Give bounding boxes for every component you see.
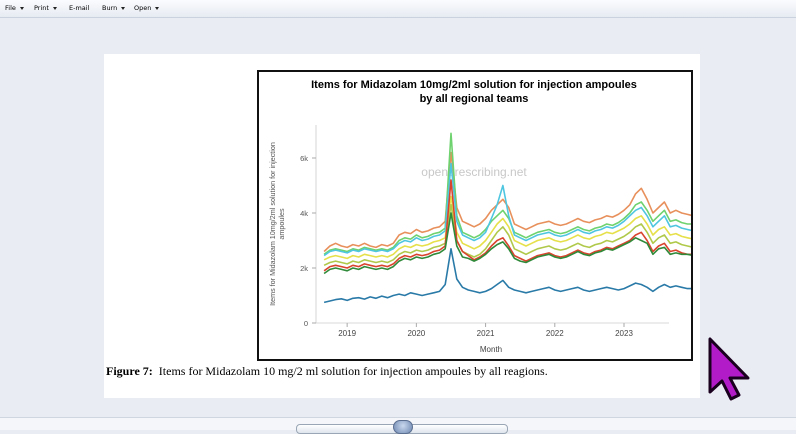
figure-caption-label: Figure 7: — [106, 364, 153, 378]
figure-caption: Figure 7: Items for Midazolam 10 mg/2 ml… — [106, 364, 548, 379]
series-line-4 — [323, 195, 694, 261]
x-tick-label: 2020 — [407, 329, 425, 338]
mouse-pointer-icon — [708, 337, 750, 401]
line-chart: Items for Midazolam 10mg/2ml solution fo… — [268, 79, 694, 354]
chevron-down-icon — [121, 6, 126, 10]
chart-title: Items for Midazolam 10mg/2ml solution fo… — [311, 79, 637, 91]
toolbar-print-menu[interactable]: Print — [34, 4, 57, 12]
toolbar-email-button[interactable]: E-mail — [69, 4, 89, 12]
x-axis-label: Month — [480, 345, 502, 354]
x-tick-label: 2023 — [615, 329, 633, 338]
toolbar-open-label: Open — [134, 4, 152, 12]
chart-frame: Items for Midazolam 10mg/2ml solution fo… — [257, 70, 694, 361]
chevron-down-icon — [52, 6, 57, 10]
document-image: Items for Midazolam 10mg/2ml solution fo… — [104, 54, 700, 398]
toolbar-open-menu[interactable]: Open — [134, 4, 160, 12]
series-line-6 — [323, 179, 694, 272]
toolbar-file-label: File — [5, 4, 16, 12]
series-line-7 — [323, 212, 694, 275]
toolbar-burn-label: Burn — [102, 4, 118, 12]
tick-layer: 2019 2020 2021 2022 2023 0 2k 4k 6k — [300, 154, 633, 338]
chart-watermark: openprescribing.net — [421, 165, 527, 179]
toolbar: File Print E-mail Burn Open — [0, 0, 796, 18]
y-axis-label-line1: Items for Midazolam 10mg/2ml solution fo… — [268, 142, 277, 306]
series-line-8 — [323, 248, 694, 304]
y-tick-label: 2k — [300, 264, 308, 273]
x-tick-label: 2022 — [546, 329, 564, 338]
y-tick-label: 6k — [300, 154, 308, 163]
series-layer — [323, 132, 694, 304]
y-tick-label: 4k — [300, 209, 308, 218]
chevron-down-icon — [155, 6, 160, 10]
figure-caption-text: Items for Midazolam 10 mg/2 ml solution … — [158, 364, 548, 378]
toolbar-print-label: Print — [34, 4, 49, 12]
series-line-1 — [323, 151, 694, 253]
y-tick-label: 0 — [304, 319, 308, 328]
y-axis-label: Items for Midazolam 10mg/2ml solution fo… — [268, 142, 286, 306]
image-viewer-canvas: Items for Midazolam 10mg/2ml solution fo… — [0, 18, 796, 417]
toolbar-file-menu[interactable]: File — [5, 4, 24, 12]
chart-subtitle: by all regional teams — [420, 93, 529, 105]
series-line-5 — [323, 204, 694, 267]
toolbar-burn-menu[interactable]: Burn — [102, 4, 126, 12]
x-tick-label: 2021 — [477, 329, 495, 338]
y-axis-label-line2: ampoules — [277, 208, 286, 240]
slideshow-play-button[interactable] — [393, 420, 413, 434]
toolbar-email-label: E-mail — [69, 4, 90, 12]
x-tick-label: 2019 — [338, 329, 356, 338]
chevron-down-icon — [19, 6, 24, 10]
series-line-3 — [323, 162, 694, 257]
